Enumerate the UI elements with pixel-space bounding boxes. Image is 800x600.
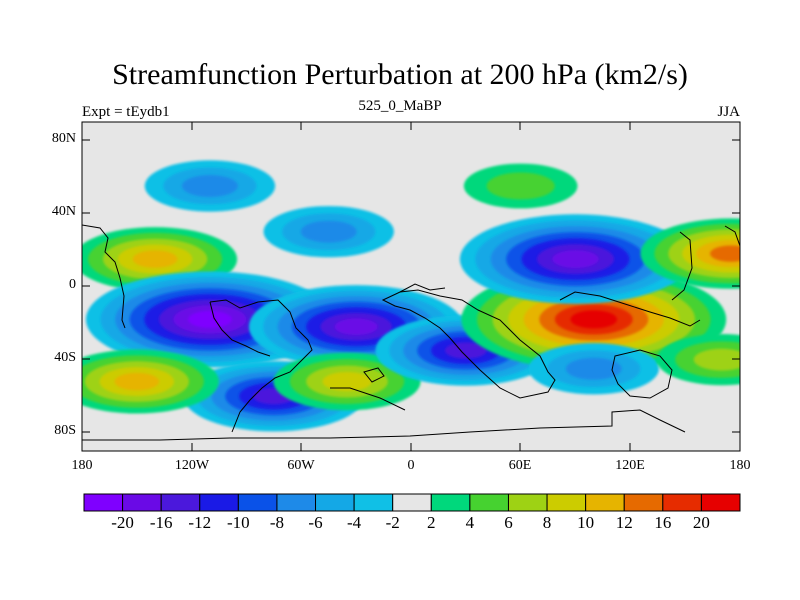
contour-level	[570, 310, 618, 329]
colorbar-bin	[160, 493, 201, 512]
colorbar-label: -8	[269, 513, 285, 532]
x-tick-label: 180	[71, 458, 93, 473]
y-tick-label: 0	[69, 277, 76, 292]
anomaly-center	[459, 214, 692, 304]
colorbar-label: -10	[227, 513, 250, 532]
period-label: 525_0_MaBP	[358, 98, 442, 114]
colorbar-bin	[585, 493, 625, 512]
colorbar-label: -12	[188, 513, 212, 532]
contour-level	[188, 310, 232, 328]
contour-level	[486, 172, 555, 200]
anomaly-center	[248, 285, 464, 369]
colorbar-bin	[662, 493, 702, 512]
colorbar-bin	[623, 493, 664, 512]
colorbar-label: -4	[347, 513, 362, 532]
contour-level	[114, 372, 160, 391]
colorbar-label: -6	[308, 513, 323, 532]
anomaly-center	[463, 163, 578, 209]
y-tick-label: 80S	[54, 423, 76, 438]
y-tick-label: 40S	[54, 350, 76, 365]
colorbar-label: -20	[111, 513, 134, 532]
y-tick-label: 80N	[51, 131, 76, 146]
colorbar-label: 4	[465, 513, 475, 532]
season-label: JJA	[717, 104, 740, 120]
anomaly-center	[528, 343, 659, 395]
contour-level	[565, 357, 622, 380]
colorbar-bin	[430, 493, 471, 512]
colorbar-bin	[315, 493, 355, 512]
anomaly-center	[640, 218, 740, 289]
contour-level	[322, 371, 372, 392]
x-tick-label: 60E	[508, 458, 532, 473]
anomaly-center	[85, 271, 334, 368]
colorbar	[83, 493, 741, 512]
contour-level	[334, 318, 378, 336]
contour-level	[693, 348, 740, 371]
anomaly-center	[656, 334, 740, 386]
colorbar-bin	[83, 493, 124, 512]
anomaly-center	[82, 349, 219, 414]
contour-level	[300, 220, 357, 243]
colorbar-label: 20	[692, 513, 710, 532]
y-tick-label: 40N	[51, 204, 76, 219]
x-tick-label: 120E	[615, 458, 645, 473]
contour-level	[132, 250, 178, 268]
colorbar-label: 10	[577, 513, 595, 532]
colorbar-bin	[199, 493, 239, 512]
x-tick-label: 180	[729, 458, 751, 473]
colorbar-bin	[700, 493, 741, 512]
anomaly-center	[144, 160, 276, 212]
colorbar-bin	[392, 493, 432, 512]
colorbar-label: 8	[542, 513, 552, 532]
y-tick-marks	[82, 139, 740, 433]
x-tick-label: 120W	[174, 458, 210, 473]
colorbar-label: -2	[385, 513, 400, 532]
colorbar-bin	[353, 493, 394, 512]
colorbar-label: 12	[615, 513, 633, 532]
colorbar-label: 16	[654, 513, 672, 532]
colorbar-bin	[237, 493, 278, 512]
colorbar-bin	[122, 493, 162, 512]
colorbar-bin	[546, 493, 587, 512]
anomaly-center	[273, 352, 421, 411]
anomaly-center	[263, 206, 394, 258]
contour-level	[552, 250, 599, 269]
coastlines	[82, 224, 740, 441]
colorbar-label: 6	[504, 513, 513, 532]
colorbar-bin	[276, 493, 317, 512]
contour-level	[710, 245, 740, 262]
x-tick-label: 60W	[287, 458, 315, 473]
colorbar-bin	[507, 493, 548, 512]
x-tick-label: 0	[407, 458, 415, 473]
colorbar-bin	[469, 493, 509, 512]
contour-level	[182, 175, 238, 197]
experiment-label: Expt = tEydb1	[82, 104, 170, 120]
colorbar-label: 2	[427, 513, 436, 532]
colorbar-label: -16	[149, 513, 173, 532]
contour-level	[444, 342, 487, 359]
x-tick-marks	[81, 122, 741, 451]
plot-title: Streamfunction Perturbation at 200 hPa (…	[112, 58, 688, 91]
